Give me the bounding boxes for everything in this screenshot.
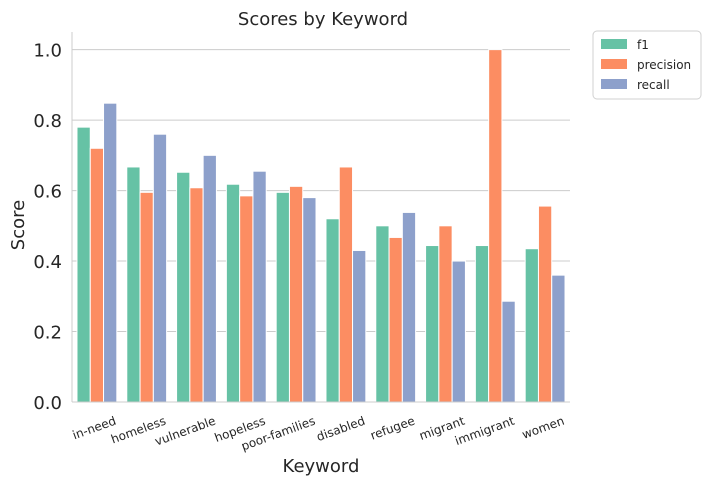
bar-recall-in-need <box>103 102 118 403</box>
bar-recall-refugee <box>401 211 417 403</box>
bar-f1-migrant <box>425 245 440 403</box>
bar-f1-immigrant <box>474 245 490 403</box>
bar-recall-hopeless <box>252 170 267 403</box>
legend-label-precision: precision <box>637 58 691 72</box>
x-tick-label: women <box>520 414 566 442</box>
bar-f1-disabled <box>325 218 340 403</box>
bar-f1-refugee <box>375 225 390 403</box>
bar-recall-vulnerable <box>202 154 217 403</box>
bar-precision-vulnerable <box>189 187 204 403</box>
legend: f1 precision recall <box>592 30 702 100</box>
y-tick-label: 0.2 <box>33 323 62 344</box>
bar-f1-women <box>524 248 539 403</box>
bars <box>76 49 566 403</box>
y-axis-label: Score <box>8 200 29 250</box>
y-tick-label: 0.0 <box>33 393 62 414</box>
bar-recall-migrant <box>451 260 466 403</box>
bar-precision-women <box>537 205 553 403</box>
x-axis-label: Keyword <box>283 456 360 477</box>
bar-recall-disabled <box>352 249 367 403</box>
y-tick-label: 0.8 <box>33 111 62 132</box>
x-tick-labels: in-needhomelessvulnerablehopelesspoor-fa… <box>71 414 567 454</box>
y-tick-label: 0.4 <box>33 252 62 273</box>
axes <box>71 32 570 403</box>
bar-precision-immigrant <box>488 49 503 403</box>
y-tick-labels: 0.0 0.2 0.4 0.6 0.8 1.0 <box>33 41 62 414</box>
legend-swatch-recall <box>601 79 627 89</box>
bar-recall-immigrant <box>501 300 516 403</box>
bar-recall-poor-families <box>302 197 317 403</box>
x-tick-label: disabled <box>315 414 367 444</box>
bar-precision-disabled <box>338 166 354 403</box>
y-tick-label: 0.6 <box>33 182 62 203</box>
legend-label-recall: recall <box>637 78 670 92</box>
bar-precision-migrant <box>438 225 453 403</box>
bar-f1-homeless <box>126 166 141 403</box>
bar-f1-vulnerable <box>176 171 191 403</box>
bar-precision-hopeless <box>239 195 254 403</box>
bar-precision-homeless <box>139 191 154 403</box>
bar-f1-hopeless <box>225 183 241 403</box>
legend-swatch-precision <box>601 59 627 69</box>
legend-swatch-f1 <box>601 39 627 49</box>
bar-f1-poor-families <box>275 191 290 403</box>
bar-recall-homeless <box>152 133 168 403</box>
bar-precision-poor-families <box>288 185 304 403</box>
bar-precision-in-need <box>89 147 105 403</box>
bar-f1-in-need <box>76 126 91 403</box>
bar-precision-refugee <box>388 236 403 403</box>
chart-title: Scores by Keyword <box>238 9 408 30</box>
bar-recall-women <box>551 274 566 403</box>
y-tick-label: 1.0 <box>33 41 62 62</box>
x-tick-label: refugee <box>368 414 416 443</box>
legend-label-f1: f1 <box>637 38 649 52</box>
